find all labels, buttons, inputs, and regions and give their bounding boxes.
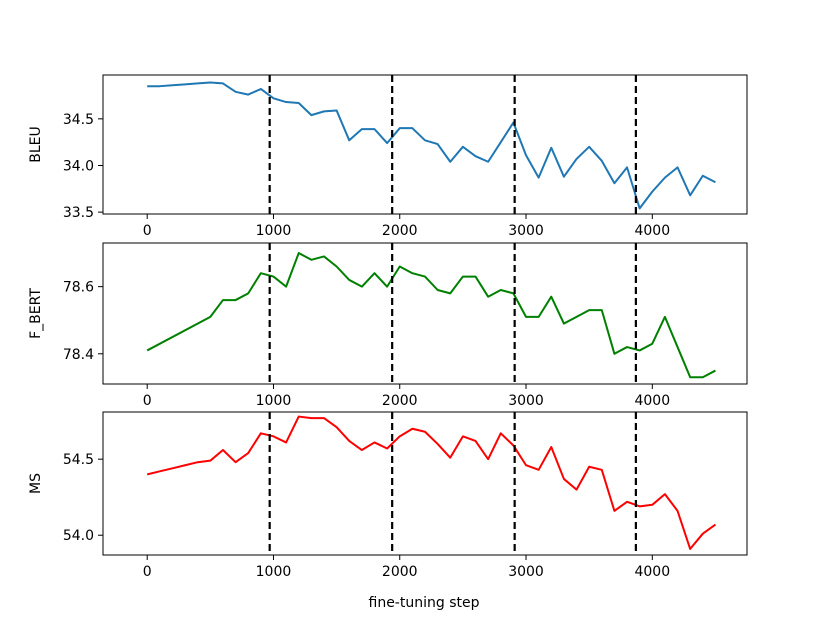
bleu-y-tick-label: 33.5 [63, 205, 94, 221]
bleu-x-tick-label: 1000 [256, 223, 292, 239]
x-axis-label: fine-tuning step [369, 595, 480, 611]
ms-y-axis-label: MS [28, 473, 44, 494]
ms-x-tick-label: 4000 [634, 564, 670, 580]
fbert-series-line [146, 252, 716, 379]
bleu-y-axis-label: BLEU [28, 126, 44, 163]
fbert-x-tick-label: 1000 [256, 393, 292, 409]
fbert-y-tick-label: 78.6 [63, 280, 94, 296]
fbert-x-tick-label: 2000 [382, 393, 418, 409]
ms-series-line [146, 415, 717, 550]
fbert-x-tick-label: 0 [143, 393, 152, 409]
bleu-y-tick-label: 34.0 [63, 158, 94, 174]
bleu-axes-frame [102, 74, 748, 215]
ms-x-tick-label: 3000 [508, 564, 544, 580]
fbert-x-tick-label: 3000 [508, 393, 544, 409]
bleu-y-tick-label: 34.5 [63, 112, 94, 128]
ms-y-tick-label: 54.5 [63, 452, 94, 468]
bleu-x-tick-label: 2000 [382, 223, 418, 239]
ms-y-tick-label: 54.0 [63, 528, 94, 544]
ms-x-tick-label: 1000 [256, 564, 292, 580]
fbert-y-tick-label: 78.4 [63, 347, 94, 363]
fbert-axes-frame [102, 242, 748, 385]
bleu-x-tick-label: 0 [143, 223, 152, 239]
bleu-x-tick-label: 4000 [634, 223, 670, 239]
bleu-series-line [147, 81, 716, 210]
ms-panel: 0 1000 2000 3000 4000 54.0 54.5 MS [28, 411, 748, 580]
bleu-x-tick-label: 3000 [508, 223, 544, 239]
fbert-panel: 0 1000 2000 3000 4000 78.4 78.6 F_BERT [28, 242, 748, 409]
ms-x-tick-label: 2000 [382, 564, 418, 580]
bleu-panel: 0 1000 2000 3000 4000 33.5 34.0 34.5 BLEU [28, 74, 748, 239]
ms-x-tick-label: 0 [143, 564, 152, 580]
fbert-x-tick-label: 4000 [634, 393, 670, 409]
ms-axes-frame [102, 411, 748, 556]
fbert-y-axis-label: F_BERT [28, 288, 44, 339]
